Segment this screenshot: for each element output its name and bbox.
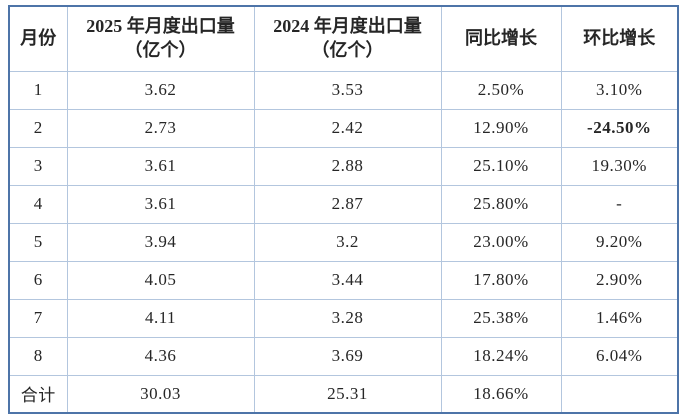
month-cell: 6 bbox=[8, 260, 68, 300]
value-cell: 2.90% bbox=[560, 260, 679, 300]
value-cell: 2.42 bbox=[253, 108, 442, 148]
value-cell: 3.10% bbox=[560, 70, 679, 110]
value-cell: 4.05 bbox=[66, 260, 255, 300]
header-cell: 2024 年月度出口量 （亿个） bbox=[253, 5, 442, 72]
value-cell: 4.11 bbox=[66, 298, 255, 338]
value-cell: 3.61 bbox=[66, 184, 255, 224]
value-cell: 25.10% bbox=[440, 146, 562, 186]
value-cell bbox=[560, 374, 679, 414]
header-cell: 同比增长 bbox=[440, 5, 562, 72]
value-cell: 6.04% bbox=[560, 336, 679, 376]
value-cell: 3.61 bbox=[66, 146, 255, 186]
month-cell: 2 bbox=[8, 108, 68, 148]
value-cell: 25.80% bbox=[440, 184, 562, 224]
value-cell: 25.31 bbox=[253, 374, 442, 414]
table-row: 合计 30.03 25.31 18.66% bbox=[8, 374, 679, 414]
value-cell: 12.90% bbox=[440, 108, 562, 148]
month-cell: 5 bbox=[8, 222, 68, 262]
table-row: 3 3.61 2.88 25.10% 19.30% bbox=[8, 146, 679, 186]
value-cell: 1.46% bbox=[560, 298, 679, 338]
value-cell: -24.50% bbox=[560, 108, 679, 148]
value-cell: 3.69 bbox=[253, 336, 442, 376]
value-cell: 3.28 bbox=[253, 298, 442, 338]
value-cell: 3.94 bbox=[66, 222, 255, 262]
value-cell: 3.53 bbox=[253, 70, 442, 110]
value-cell: 18.66% bbox=[440, 374, 562, 414]
value-cell: 2.87 bbox=[253, 184, 442, 224]
value-cell: 19.30% bbox=[560, 146, 679, 186]
value-cell: 17.80% bbox=[440, 260, 562, 300]
table-body: 1 3.62 3.53 2.50% 3.10% 2 2.73 2.42 12.90% -24.50… bbox=[8, 70, 679, 414]
value-cell: 2.73 bbox=[66, 108, 255, 148]
value-cell: 3.2 bbox=[253, 222, 442, 262]
month-cell: 合计 bbox=[8, 374, 68, 414]
table-row: 6 4.05 3.44 17.80% 2.90% bbox=[8, 260, 679, 300]
value-cell: 2.50% bbox=[440, 70, 562, 110]
month-cell: 8 bbox=[8, 336, 68, 376]
header-cell: 2025 年月度出口量 （亿个） bbox=[66, 5, 255, 72]
value-cell: 2.88 bbox=[253, 146, 442, 186]
table-row: 7 4.11 3.28 25.38% 1.46% bbox=[8, 298, 679, 338]
table-row: 2 2.73 2.42 12.90% -24.50% bbox=[8, 108, 679, 148]
header-cell: 月份 bbox=[8, 5, 68, 72]
month-cell: 7 bbox=[8, 298, 68, 338]
value-cell: 23.00% bbox=[440, 222, 562, 262]
value-cell: - bbox=[560, 184, 679, 224]
value-cell: 3.44 bbox=[253, 260, 442, 300]
header-cell: 环比增长 bbox=[560, 5, 679, 72]
value-cell: 4.36 bbox=[66, 336, 255, 376]
value-cell: 25.38% bbox=[440, 298, 562, 338]
month-cell: 4 bbox=[8, 184, 68, 224]
value-cell: 30.03 bbox=[66, 374, 255, 414]
table-row: 4 3.61 2.87 25.80% - bbox=[8, 184, 679, 224]
table-row: 1 3.62 3.53 2.50% 3.10% bbox=[8, 70, 679, 110]
monthly-export-table: 月份 2025 年月度出口量 （亿个） 2024 年月度出口量 （亿个） 同比增长 环比… bbox=[8, 5, 679, 414]
month-cell: 1 bbox=[8, 70, 68, 110]
month-cell: 3 bbox=[8, 146, 68, 186]
value-cell: 18.24% bbox=[440, 336, 562, 376]
header-row: 月份 2025 年月度出口量 （亿个） 2024 年月度出口量 （亿个） 同比增长 环比… bbox=[8, 5, 679, 72]
table-row: 5 3.94 3.2 23.00% 9.20% bbox=[8, 222, 679, 262]
value-cell: 3.62 bbox=[66, 70, 255, 110]
value-cell: 9.20% bbox=[560, 222, 679, 262]
table-row: 8 4.36 3.69 18.24% 6.04% bbox=[8, 336, 679, 376]
